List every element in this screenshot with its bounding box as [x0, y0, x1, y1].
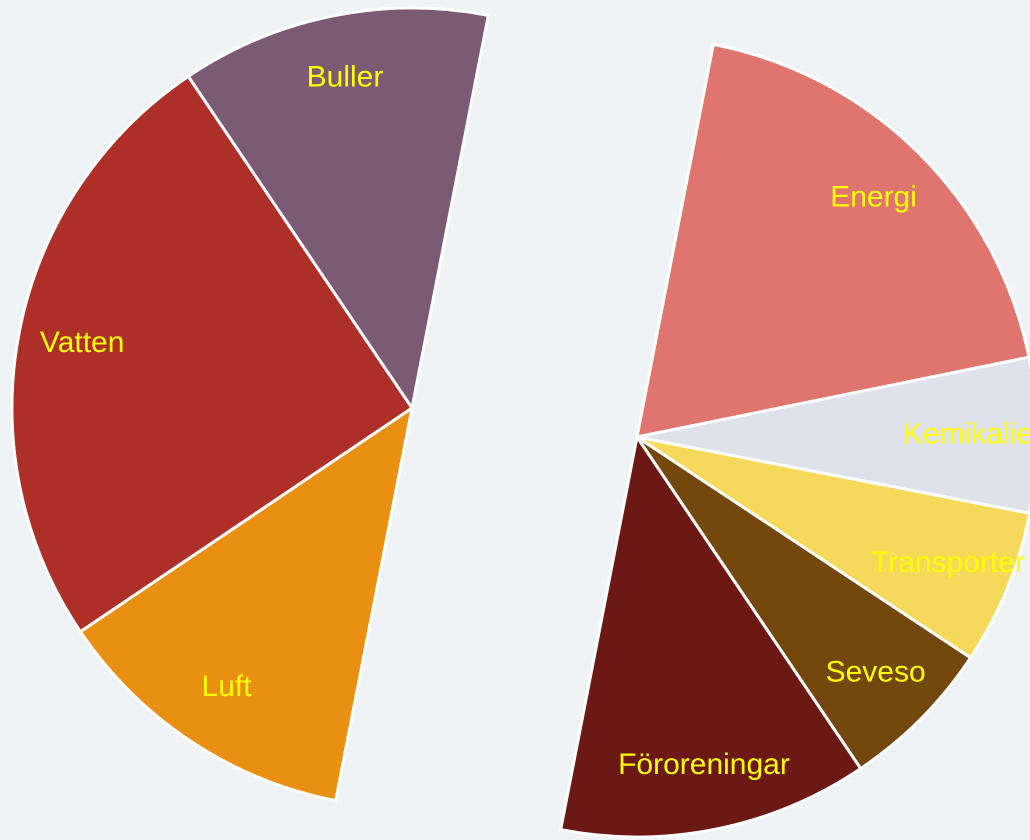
slice-label: Transporter [871, 546, 1025, 579]
slice-label: Buller [307, 61, 384, 94]
slice-label: Energi [830, 180, 917, 213]
pie-slice [636, 435, 1030, 660]
slice-label: Luft [202, 670, 253, 703]
pie-slice [10, 74, 415, 634]
slice-label: Vatten [40, 326, 125, 359]
slice-label: Kemikalier [903, 417, 1030, 450]
pie-slice [558, 433, 863, 839]
pie-slice [635, 435, 973, 771]
pie-slice [78, 404, 415, 803]
pie-slice [186, 6, 491, 412]
slice-label: Föroreningar [618, 748, 790, 781]
slice-label: Seveso [826, 655, 926, 688]
pie-slice [635, 42, 1030, 439]
